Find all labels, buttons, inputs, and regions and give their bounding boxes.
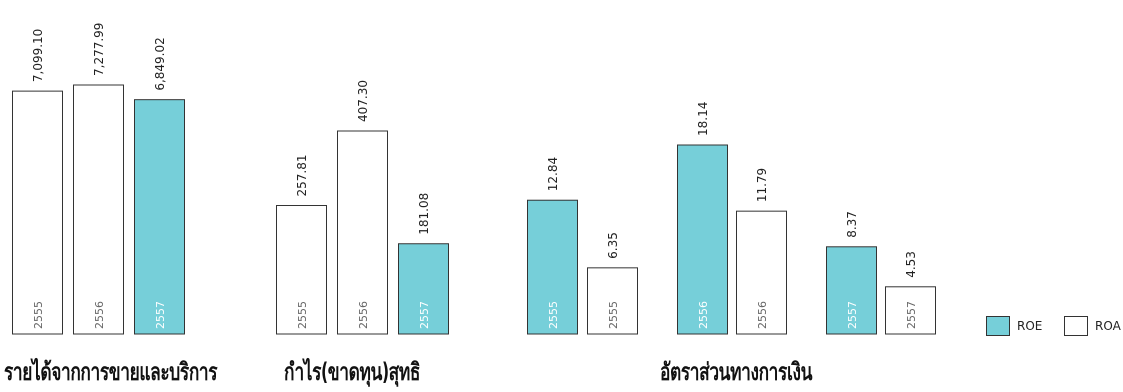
financial-bar-chart: 2555 7,099.10 2556 7,277.99 2557 6,849.02 2555… — [12, 23, 936, 335]
bar-year-label: 2556 — [357, 301, 370, 329]
bar-value-label: 11.79 — [755, 168, 769, 202]
net-profit-group-title: กำไร(ขาดทุน)สุทธิ — [284, 358, 421, 386]
bar-value-label: 257.81 — [295, 155, 309, 197]
bar-year-label: 2555 — [296, 301, 309, 329]
legend-roe-label: ROE — [1017, 319, 1043, 333]
bar-year-label: 2557 — [418, 301, 431, 329]
bar — [736, 210, 787, 335]
bar — [587, 267, 638, 335]
bar-year-label: 2556 — [756, 301, 769, 329]
bar-value-label: 6.35 — [606, 232, 620, 259]
bar — [677, 144, 728, 335]
bar — [885, 286, 936, 335]
bar — [398, 243, 449, 335]
bar-year-label: 2555 — [607, 301, 620, 329]
bar-year-label: 2555 — [32, 301, 45, 329]
revenue-group-title: รายได้จากการขายและบริการ — [4, 358, 218, 386]
legend-roa-label: ROA — [1095, 319, 1121, 333]
bar-year-label: 2556 — [93, 301, 106, 329]
bar-year-label: 2555 — [547, 301, 560, 329]
bar-value-label: 407.30 — [356, 80, 370, 122]
bar — [527, 199, 578, 335]
bar — [276, 205, 327, 335]
bar-year-label: 2557 — [846, 301, 859, 329]
bar-year-label: 2557 — [905, 301, 918, 329]
bar-value-label: 6,849.02 — [153, 37, 167, 90]
bar-value-label: 181.08 — [417, 193, 431, 235]
bar-value-label: 4.53 — [904, 251, 918, 278]
bar-year-label: 2556 — [697, 301, 710, 329]
bar-value-label: 18.14 — [696, 102, 710, 136]
bar — [826, 246, 877, 335]
bar — [73, 84, 124, 335]
legend-roa: ROA — [1064, 315, 1121, 337]
bar-value-label: 8.37 — [845, 211, 859, 238]
bar-value-label: 7,099.10 — [31, 29, 45, 82]
bar-value-label: 7,277.99 — [92, 23, 106, 76]
legend-roe-swatch — [986, 316, 1010, 336]
legend-roa-swatch — [1064, 316, 1088, 336]
bar — [134, 99, 185, 335]
bar-value-label: 12.84 — [546, 157, 560, 191]
bar — [12, 90, 63, 335]
bar-year-label: 2557 — [154, 301, 167, 329]
financial-ratio-group-title: อัตราส่วนทางการเงิน — [660, 358, 813, 386]
legend-roe: ROE — [986, 315, 1042, 337]
bar — [337, 130, 388, 335]
